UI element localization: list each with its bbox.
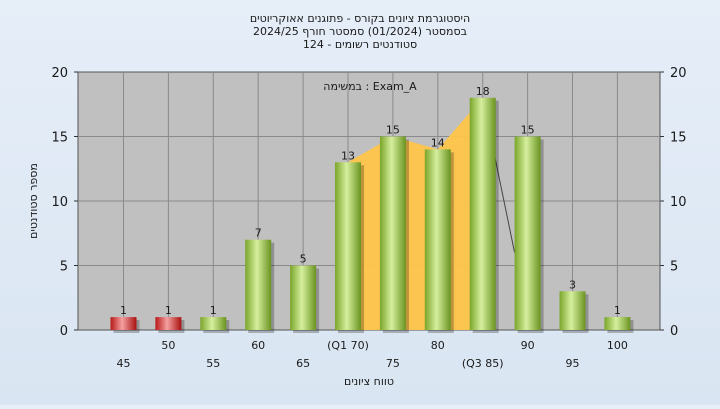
data-label: 15 (386, 124, 400, 137)
bar (604, 317, 631, 330)
x-ticks: 45 50 55 60 65 (Q1 70) 75 80 (Q3 85) 90 95 100 (117, 339, 628, 370)
chart-title-line-1: היסטוגרמת ציונים בקורס - פתוגנים אאוקריו… (250, 12, 470, 25)
bar (559, 291, 586, 330)
bar (335, 162, 361, 330)
x-tick-label: 95 (566, 357, 580, 370)
bar (424, 149, 451, 330)
data-labels: 1 1 1 7 5 13 15 14 18 15 3 1 (120, 85, 621, 317)
data-label: 1 (210, 304, 217, 317)
bar (245, 239, 272, 330)
x-tick-label: 90 (521, 339, 535, 352)
bars (110, 97, 634, 333)
chart-annotation: במשימה : Exam_A (323, 80, 417, 93)
y-tick-right: 15 (670, 131, 687, 146)
chart-title-line-2: בסמסטר (01/2024) סמסטר חורף 2024/25 (253, 25, 467, 38)
data-label: 13 (341, 149, 355, 162)
data-label: 1 (165, 304, 172, 317)
data-label: 1 (120, 304, 127, 317)
x-tick-label: (Q3 85) (462, 357, 504, 370)
bar (155, 317, 182, 330)
bar (514, 136, 541, 330)
y-tick-right: 20 (670, 66, 687, 81)
x-tick-label: (Q1 70) (327, 339, 369, 352)
data-label: 7 (255, 227, 262, 240)
x-tick-label: 55 (206, 357, 220, 370)
y-axis-title: מספר סטודנטים (27, 163, 40, 239)
y-tick-right: 0 (670, 324, 678, 339)
y-tick-left: 20 (51, 66, 68, 81)
bar (469, 97, 496, 330)
data-label: 5 (300, 253, 307, 266)
data-label: 18 (476, 85, 490, 98)
y-tick-right: 5 (670, 260, 678, 275)
x-tick-label: 80 (431, 339, 445, 352)
y-tick-left: 0 (60, 324, 68, 339)
data-label: 1 (614, 304, 621, 317)
data-label: 3 (569, 278, 576, 291)
data-label: 14 (431, 136, 445, 149)
x-tick-label: 45 (117, 357, 131, 370)
x-tick-label: 100 (607, 339, 628, 352)
bar (200, 317, 227, 330)
x-tick-label: 50 (161, 339, 175, 352)
x-axis-title: טווח ציונים (344, 375, 394, 388)
data-label: 15 (521, 124, 535, 137)
y-tick-left: 10 (51, 195, 68, 210)
bar (110, 317, 137, 330)
y-tick-left: 5 (60, 260, 68, 275)
bar (290, 265, 317, 330)
x-tick-label: 60 (251, 339, 265, 352)
y-tick-left: 15 (51, 131, 68, 146)
x-tick-label: 75 (386, 357, 400, 370)
chart-title-line-3: סטודנטים רשומים - 124 (303, 38, 417, 51)
x-tick-label: 65 (296, 357, 310, 370)
bar (379, 136, 406, 330)
y-tick-right: 10 (670, 195, 687, 210)
